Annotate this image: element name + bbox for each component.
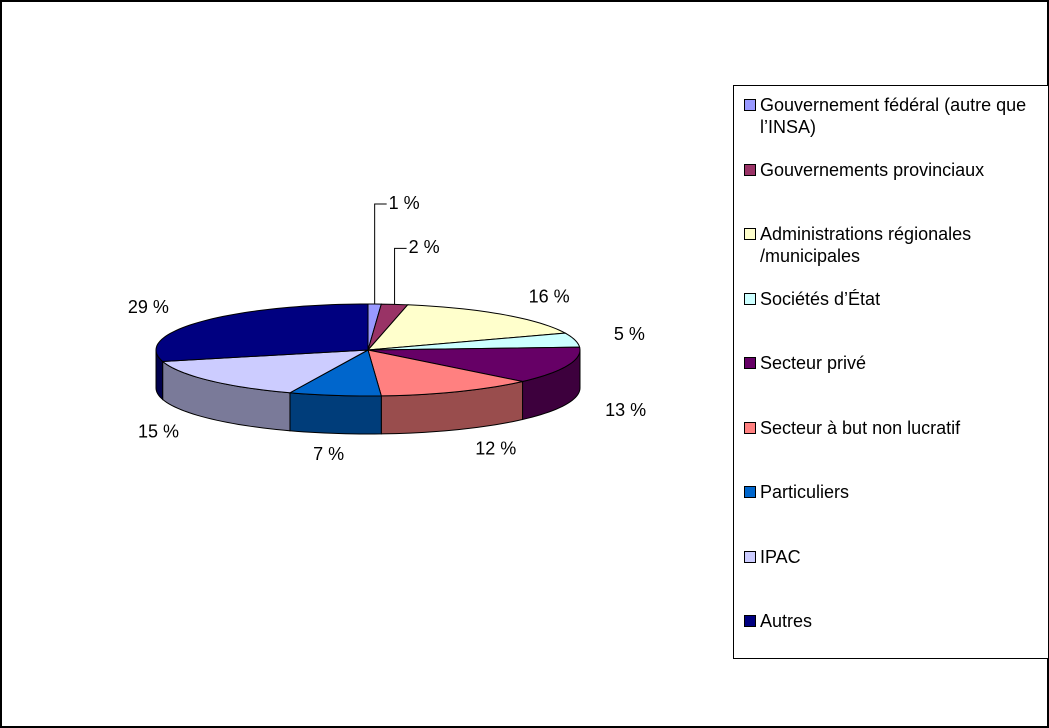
legend-label: Autres (760, 611, 813, 631)
legend-item: Autres (744, 610, 1035, 632)
data-label: 7 % (313, 444, 344, 464)
data-label: 13 % (605, 400, 646, 420)
slice (367, 332, 581, 351)
legend-item: Particuliers (744, 481, 1035, 503)
legend-item: Secteur privé (744, 352, 1035, 374)
legend-label: IPAC (760, 546, 801, 567)
data-label: 16 % (529, 286, 570, 306)
legend-swatch (744, 486, 756, 498)
legend-swatch (744, 357, 756, 369)
legend-item: Gouvernements provinciaux (744, 159, 1035, 181)
legend-swatch (744, 228, 756, 240)
legend: Gouvernement fédéral (autre que l’INSA) G… (733, 85, 1048, 659)
slice (367, 349, 523, 397)
slice-side (289, 392, 382, 435)
legend-label: Sociétés d’État (760, 288, 881, 309)
legend-item: Secteur à but non lucratif (744, 417, 1035, 439)
slice (288, 349, 382, 397)
legend-swatch (744, 163, 756, 176)
leader-line (394, 247, 407, 305)
legend-swatch (744, 99, 756, 111)
legend-item: Sociétés d’État (744, 288, 1035, 310)
data-label: 1 % (389, 193, 420, 213)
legend-swatch (744, 421, 756, 434)
data-label: 5 % (614, 324, 645, 344)
legend-label: Gouvernement fédéral (autre que l’INSA) (760, 95, 1027, 137)
legend-swatch (744, 292, 756, 305)
legend-item: Gouvernement fédéral (autre que l’INSA) (744, 94, 1035, 138)
data-label: 29 % (128, 297, 169, 317)
data-label: 15 % (138, 422, 179, 442)
slice (367, 346, 581, 383)
legend-item: IPAC (744, 546, 1035, 568)
legend-swatch (744, 550, 756, 563)
slice (161, 349, 369, 394)
legend-label: Secteur privé (760, 353, 867, 373)
legend-label: Particuliers (760, 482, 850, 502)
legend-label: Secteur à but non lucratif (760, 417, 961, 438)
slice (366, 304, 567, 351)
legend-label: Administrations régionales /municipales (760, 224, 972, 266)
data-label: 12 % (475, 438, 516, 458)
legend-label: Gouvernements provinciaux (760, 159, 985, 180)
legend-swatch (744, 615, 756, 627)
legend-item: Administrations régionales /municipales (744, 223, 1035, 267)
data-label: 2 % (409, 237, 440, 257)
leader-line (374, 203, 387, 305)
slice (155, 303, 369, 362)
